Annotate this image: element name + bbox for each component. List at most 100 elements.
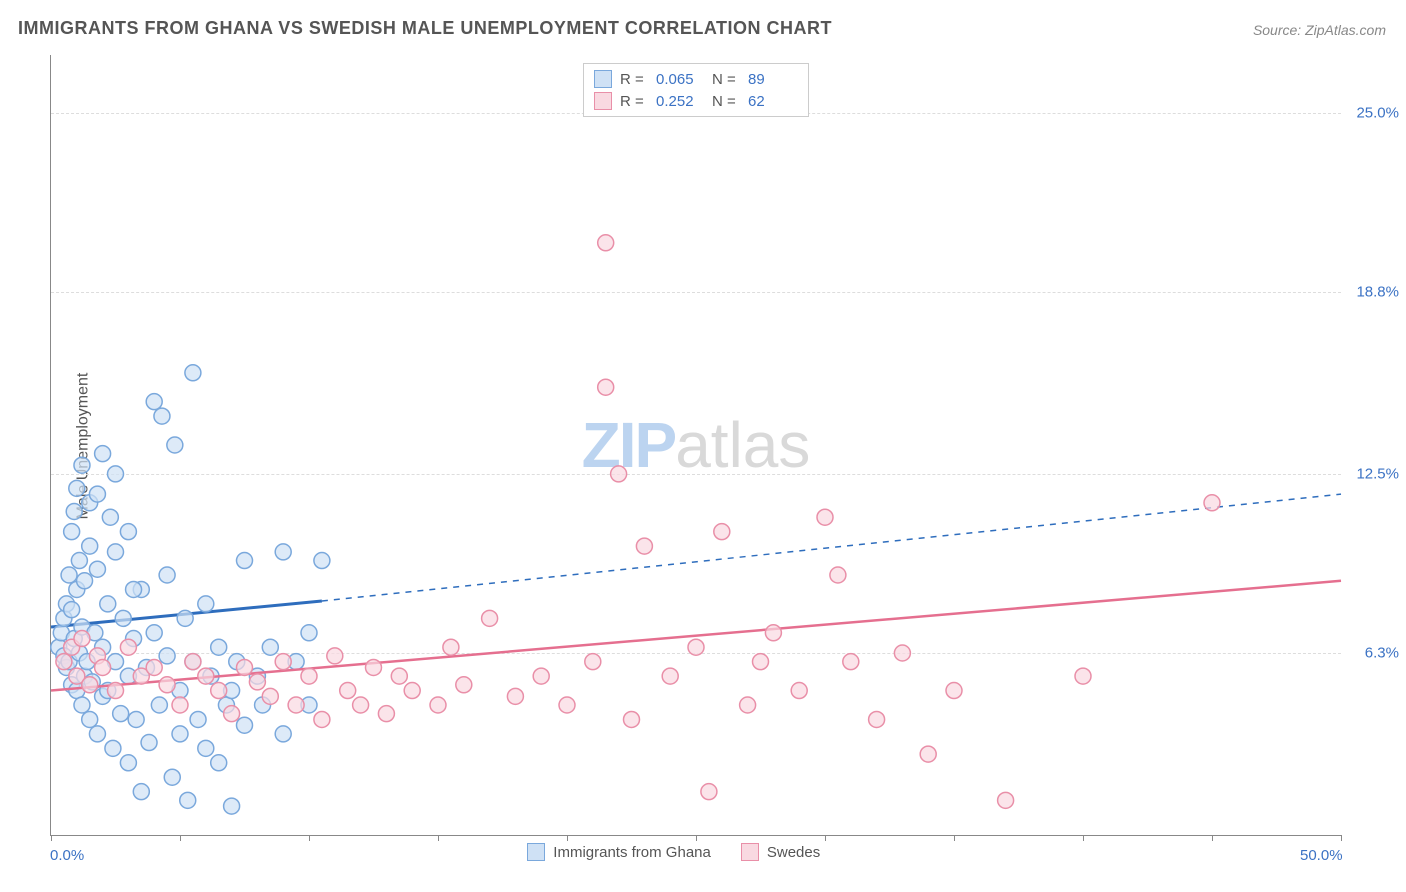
data-point — [89, 726, 105, 742]
data-point — [920, 746, 936, 762]
data-point — [237, 717, 253, 733]
data-point — [82, 677, 98, 693]
r-label: R = — [620, 93, 650, 110]
data-point — [105, 740, 121, 756]
x-axis-tick-label: 0.0% — [50, 847, 84, 864]
series-legend-label: Immigrants from Ghana — [553, 844, 711, 861]
data-point — [701, 784, 717, 800]
data-point — [82, 711, 98, 727]
data-point — [598, 235, 614, 251]
x-tick — [1212, 835, 1213, 841]
data-point — [95, 446, 111, 462]
data-point — [611, 466, 627, 482]
data-point — [391, 668, 407, 684]
data-point — [740, 697, 756, 713]
data-point — [180, 792, 196, 808]
data-point — [817, 509, 833, 525]
data-point — [146, 394, 162, 410]
data-point — [102, 509, 118, 525]
data-point — [288, 697, 304, 713]
x-axis-tick-label: 50.0% — [1300, 847, 1343, 864]
r-value: 0.065 — [656, 71, 706, 88]
data-point — [869, 711, 885, 727]
data-point — [507, 688, 523, 704]
data-point — [172, 697, 188, 713]
data-point — [74, 457, 90, 473]
legend-swatch — [527, 843, 545, 861]
data-point — [100, 596, 116, 612]
data-point — [128, 711, 144, 727]
data-point — [108, 544, 124, 560]
data-point — [224, 706, 240, 722]
x-tick — [309, 835, 310, 841]
y-tick-label: 18.8% — [1347, 283, 1399, 300]
data-point — [224, 798, 240, 814]
data-point — [378, 706, 394, 722]
y-tick-label: 25.0% — [1347, 104, 1399, 121]
n-value: 62 — [748, 93, 798, 110]
data-point — [533, 668, 549, 684]
data-point — [74, 697, 90, 713]
data-point — [120, 639, 136, 655]
x-tick — [1341, 835, 1342, 841]
data-point — [211, 639, 227, 655]
r-label: R = — [620, 71, 650, 88]
data-point — [340, 683, 356, 699]
data-point — [146, 659, 162, 675]
data-point — [1204, 495, 1220, 511]
data-point — [177, 610, 193, 626]
data-point — [211, 755, 227, 771]
x-tick — [567, 835, 568, 841]
legend-swatch — [594, 70, 612, 88]
x-tick — [825, 835, 826, 841]
data-point — [133, 784, 149, 800]
trend-line-extrapolated — [322, 494, 1341, 601]
data-point — [172, 726, 188, 742]
data-point — [164, 769, 180, 785]
x-tick — [438, 835, 439, 841]
data-point — [113, 706, 129, 722]
data-point — [624, 711, 640, 727]
x-tick — [1083, 835, 1084, 841]
data-point — [753, 654, 769, 670]
data-point — [275, 726, 291, 742]
data-point — [56, 654, 72, 670]
x-tick — [696, 835, 697, 841]
data-point — [262, 688, 278, 704]
x-tick — [51, 835, 52, 841]
data-point — [115, 610, 131, 626]
data-point — [830, 567, 846, 583]
series-legend-label: Swedes — [767, 844, 820, 861]
data-point — [61, 567, 77, 583]
data-point — [353, 697, 369, 713]
data-point — [688, 639, 704, 655]
n-value: 89 — [748, 71, 798, 88]
data-point — [366, 659, 382, 675]
data-point — [154, 408, 170, 424]
n-label: N = — [712, 93, 742, 110]
data-point — [74, 631, 90, 647]
data-point — [456, 677, 472, 693]
x-tick — [180, 835, 181, 841]
data-point — [141, 735, 157, 751]
y-tick-label: 6.3% — [1347, 645, 1399, 662]
data-point — [301, 625, 317, 641]
data-point — [89, 486, 105, 502]
data-point — [64, 524, 80, 540]
data-point — [69, 480, 85, 496]
data-point — [167, 437, 183, 453]
data-point — [126, 581, 142, 597]
data-point — [108, 466, 124, 482]
data-point — [314, 711, 330, 727]
data-point — [443, 639, 459, 655]
data-point — [404, 683, 420, 699]
data-point — [120, 524, 136, 540]
data-point — [198, 740, 214, 756]
legend-swatch — [594, 92, 612, 110]
data-point — [765, 625, 781, 641]
data-point — [108, 683, 124, 699]
data-point — [1075, 668, 1091, 684]
chart-title: IMMIGRANTS FROM GHANA VS SWEDISH MALE UN… — [18, 18, 832, 39]
data-point — [249, 674, 265, 690]
series-legend: Immigrants from Ghana Swedes — [527, 843, 820, 861]
